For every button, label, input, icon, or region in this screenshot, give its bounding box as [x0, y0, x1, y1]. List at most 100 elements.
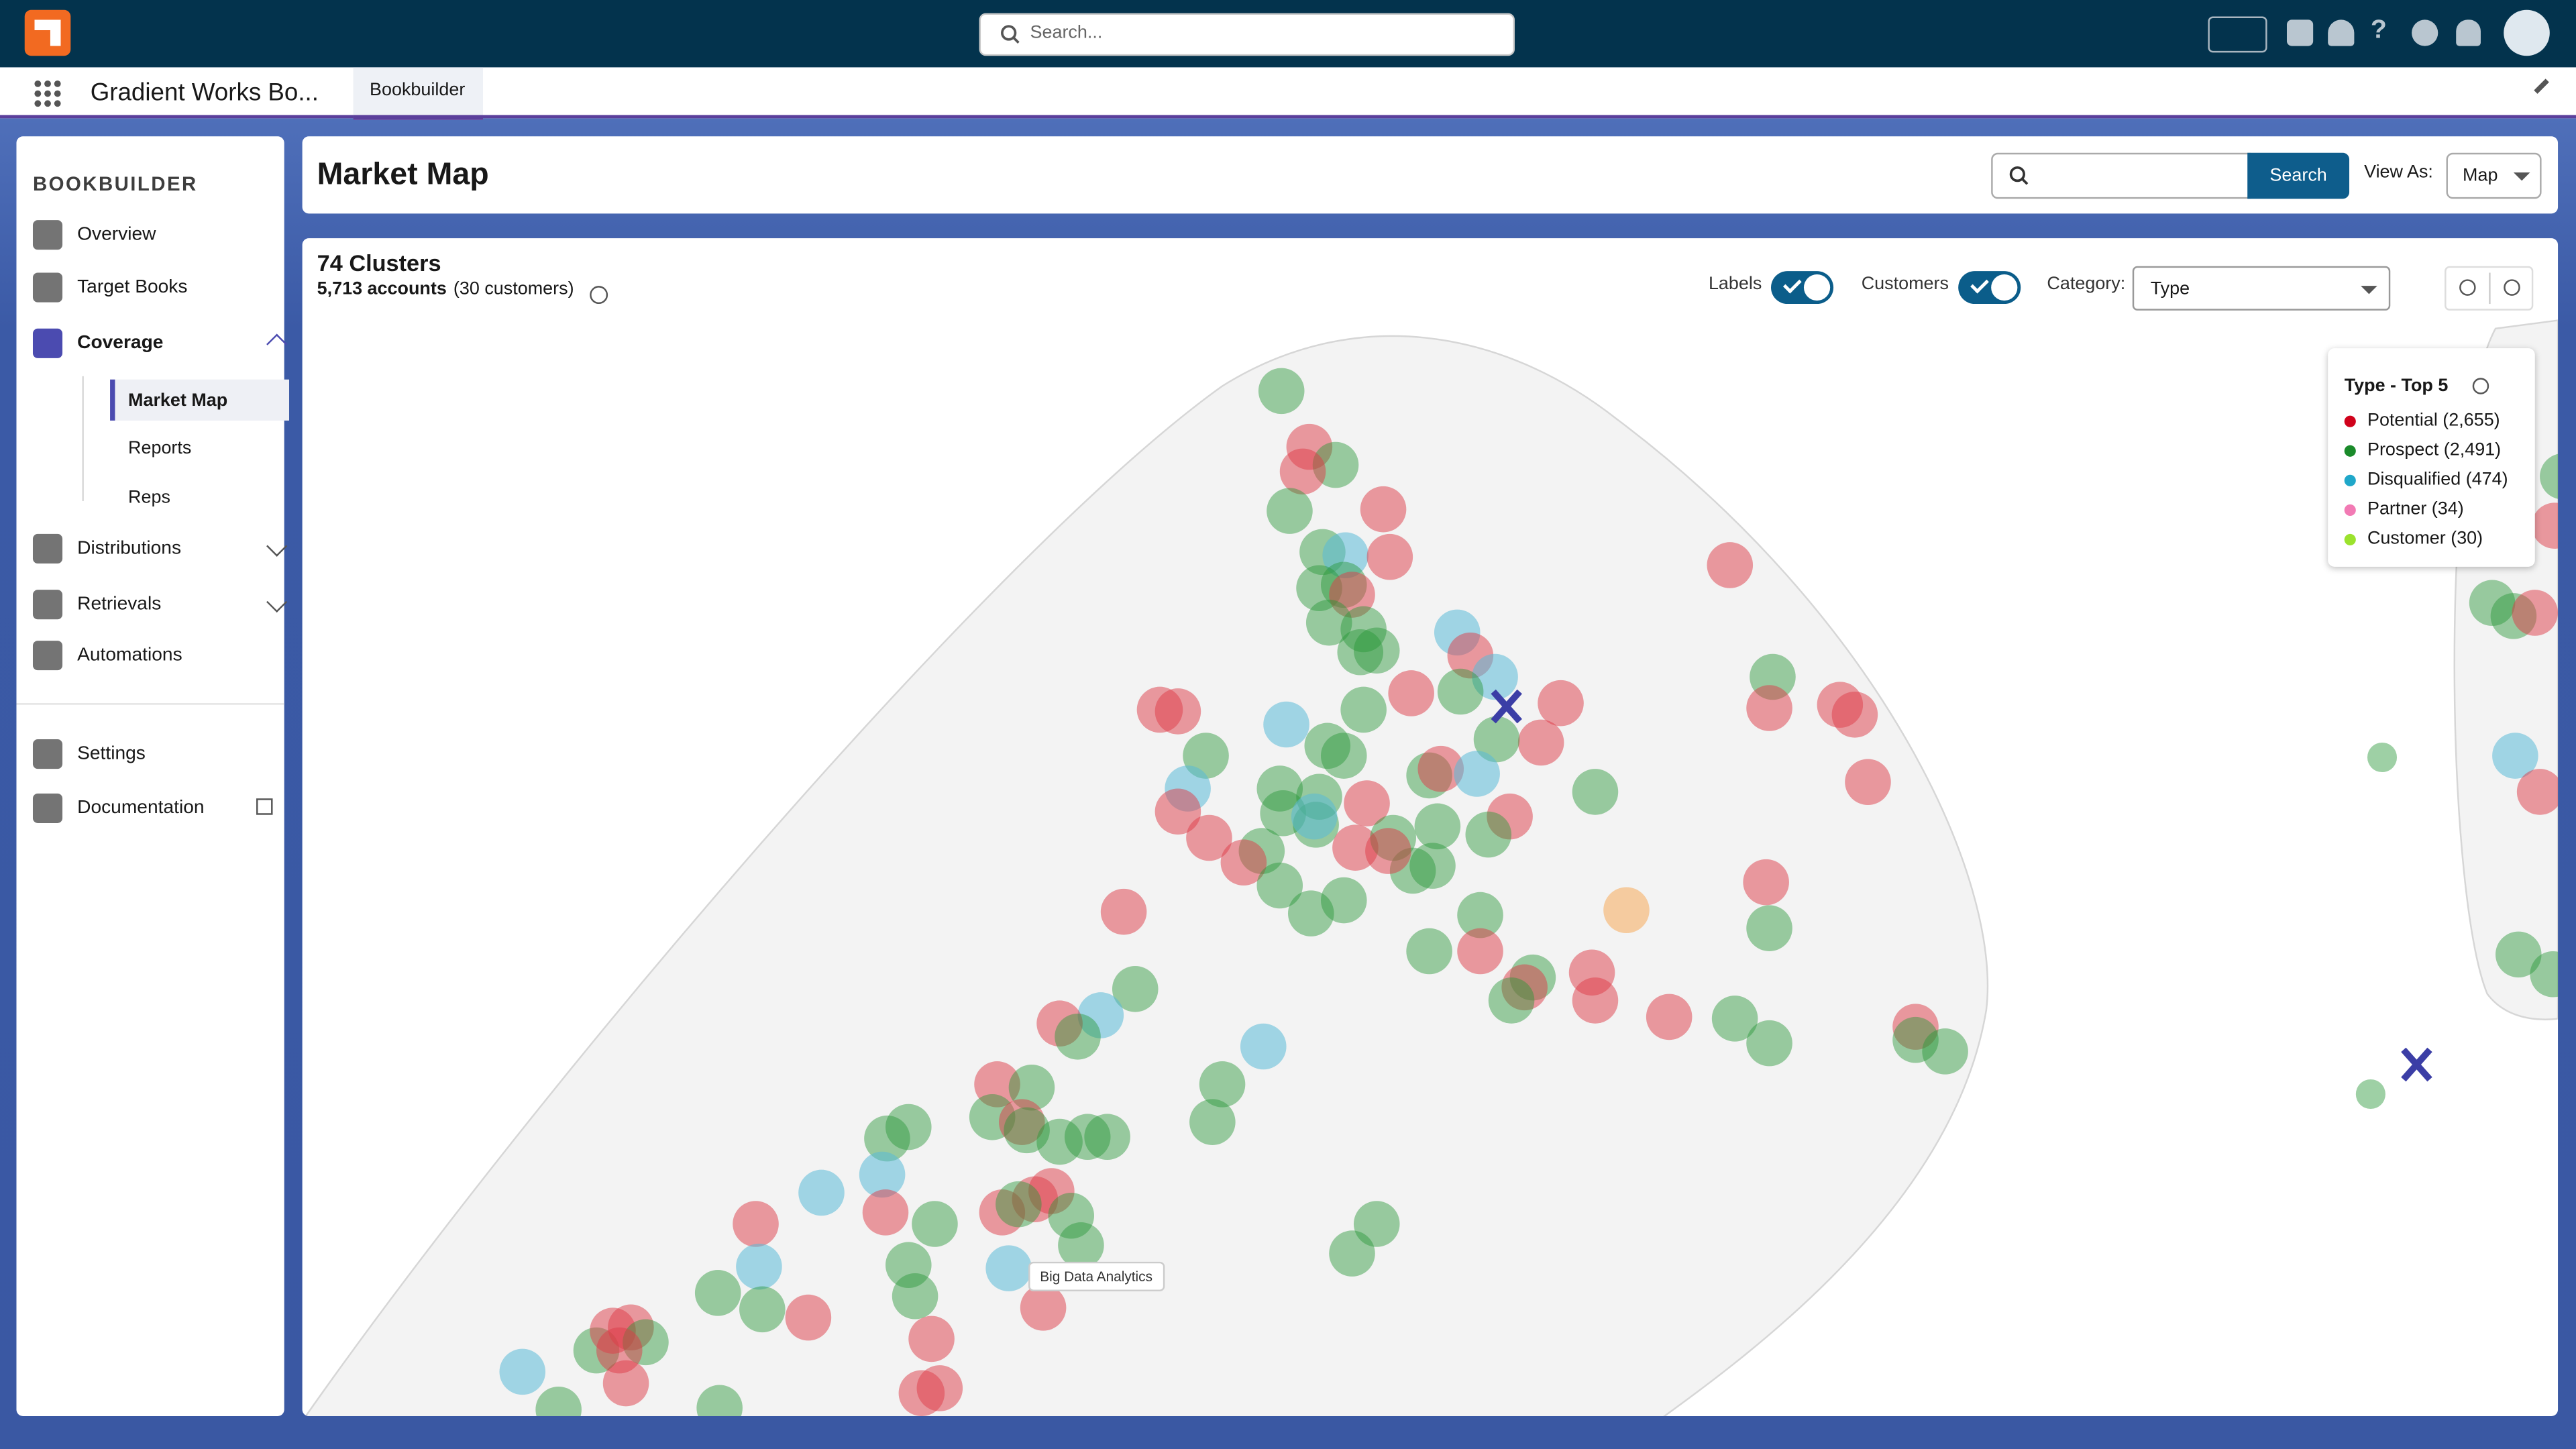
account-dot[interactable]: [1457, 892, 1503, 938]
account-dot[interactable]: [2512, 590, 2559, 636]
zoom-out[interactable]: [2504, 279, 2520, 296]
nav-item[interactable]: Target Books: [32, 272, 188, 303]
account-dot[interactable]: [1603, 887, 1650, 934]
global-search[interactable]: Search...: [979, 13, 1515, 56]
view-as-select[interactable]: Map: [2446, 152, 2542, 199]
account-dot[interactable]: [2492, 733, 2538, 779]
expand-icon[interactable]: [266, 535, 288, 557]
account-dot[interactable]: [912, 1201, 958, 1247]
customers-toggle[interactable]: [1958, 271, 2021, 305]
account-dot[interactable]: [1472, 653, 1518, 700]
account-dot[interactable]: [1199, 1061, 1246, 1108]
account-dot[interactable]: [798, 1169, 845, 1216]
account-dot[interactable]: [1329, 1230, 1375, 1277]
collapse-icon[interactable]: [266, 333, 288, 355]
account-dot[interactable]: [1055, 1014, 1101, 1060]
account-dot[interactable]: [1288, 890, 1334, 936]
account-dot[interactable]: [1831, 692, 1878, 738]
account-dot[interactable]: [2469, 580, 2516, 627]
account-dot[interactable]: [1746, 685, 1792, 731]
account-dot[interactable]: [1048, 1192, 1095, 1239]
nav-item[interactable]: Coverage: [32, 328, 164, 358]
nav-sub-label[interactable]: Reports: [128, 438, 192, 459]
map-search-input[interactable]: [1991, 152, 2251, 199]
account-dot[interactable]: [892, 1273, 938, 1320]
account-dot[interactable]: [696, 1385, 743, 1417]
nav-item[interactable]: Automations: [32, 641, 182, 671]
nav-item[interactable]: Settings: [32, 739, 146, 769]
account-dot[interactable]: [2531, 502, 2559, 549]
external-link-icon[interactable]: [256, 798, 273, 815]
account-dot[interactable]: [1517, 719, 1564, 766]
nav-item[interactable]: Distributions: [32, 533, 181, 564]
account-dot[interactable]: [1084, 1114, 1130, 1160]
account-dot[interactable]: [864, 1115, 910, 1162]
account-dot[interactable]: [1036, 1000, 1083, 1046]
info-icon[interactable]: [2472, 378, 2489, 394]
account-dot[interactable]: [898, 1370, 945, 1417]
nav-sub-active[interactable]: [110, 379, 290, 421]
account-dot[interactable]: [1240, 1023, 1287, 1070]
settings-icon[interactable]: [2412, 19, 2438, 46]
nav-item[interactable]: Overview: [32, 220, 156, 250]
account-dot[interactable]: [1058, 1222, 1104, 1269]
account-dot[interactable]: [739, 1286, 786, 1333]
account-dot[interactable]: [1388, 670, 1434, 716]
avatar[interactable]: [2504, 9, 2550, 56]
account-dot[interactable]: [1320, 877, 1367, 924]
account-dot[interactable]: [1409, 843, 1456, 889]
account-dot[interactable]: [733, 1201, 779, 1247]
account-dot[interactable]: [1329, 572, 1375, 618]
account-dot[interactable]: [1743, 859, 1789, 906]
account-dot[interactable]: [1454, 751, 1500, 797]
account-dot[interactable]: [1258, 368, 1305, 415]
account-dot[interactable]: [1077, 992, 1124, 1038]
account-dot[interactable]: [1365, 828, 1411, 874]
help-icon[interactable]: ?: [2370, 16, 2387, 45]
account-dot[interactable]: [1100, 888, 1147, 935]
nav-tab[interactable]: Bookbuilder: [353, 67, 483, 120]
account-dot[interactable]: [1064, 1114, 1111, 1160]
account-dot[interactable]: [2496, 931, 2542, 978]
account-dot[interactable]: [785, 1294, 832, 1341]
account-dot[interactable]: [908, 1316, 955, 1362]
account-dot[interactable]: [974, 1061, 1020, 1108]
account-dot[interactable]: [885, 1104, 932, 1150]
nav-sub-label[interactable]: Reps: [128, 488, 170, 508]
account-dot[interactable]: [1353, 1201, 1400, 1247]
account-dot[interactable]: [1746, 905, 1792, 951]
account-dot[interactable]: [1320, 733, 1367, 779]
account-dot[interactable]: [1538, 680, 1584, 727]
account-dot[interactable]: [535, 1386, 582, 1417]
zoom-in[interactable]: [2459, 279, 2476, 296]
favorites[interactable]: [2208, 16, 2267, 53]
account-dot[interactable]: [1112, 966, 1159, 1012]
account-dot[interactable]: [1263, 701, 1309, 748]
account-dot[interactable]: [1360, 486, 1407, 533]
account-dot[interactable]: [1572, 977, 1619, 1024]
account-dot[interactable]: [1155, 788, 1201, 835]
account-dot[interactable]: [1344, 780, 1390, 826]
account-dot[interactable]: [2516, 769, 2559, 815]
account-dot[interactable]: [1488, 977, 1535, 1024]
account-dot[interactable]: [596, 1327, 643, 1374]
account-dot[interactable]: [859, 1151, 906, 1198]
account-dot[interactable]: [1020, 1285, 1067, 1331]
account-dot[interactable]: [2367, 742, 2398, 773]
labels-toggle[interactable]: [1771, 271, 1834, 305]
account-dot[interactable]: [1892, 1004, 1939, 1050]
account-dot[interactable]: [1572, 769, 1619, 815]
account-dot[interactable]: [2540, 453, 2559, 500]
account-dot[interactable]: [2530, 951, 2559, 998]
account-dot[interactable]: [1028, 1168, 1075, 1214]
account-dot[interactable]: [1845, 759, 1891, 805]
account-dot[interactable]: [1004, 1107, 1050, 1154]
account-dot[interactable]: [499, 1348, 546, 1395]
account-dot[interactable]: [1406, 928, 1452, 975]
trailhead-icon[interactable]: [2328, 19, 2355, 46]
account-dot[interactable]: [2355, 1079, 2385, 1110]
app-launcher[interactable]: [33, 79, 62, 109]
account-dot[interactable]: [1707, 542, 1754, 588]
account-dot[interactable]: [1337, 629, 1384, 676]
info-icon[interactable]: [590, 286, 608, 305]
